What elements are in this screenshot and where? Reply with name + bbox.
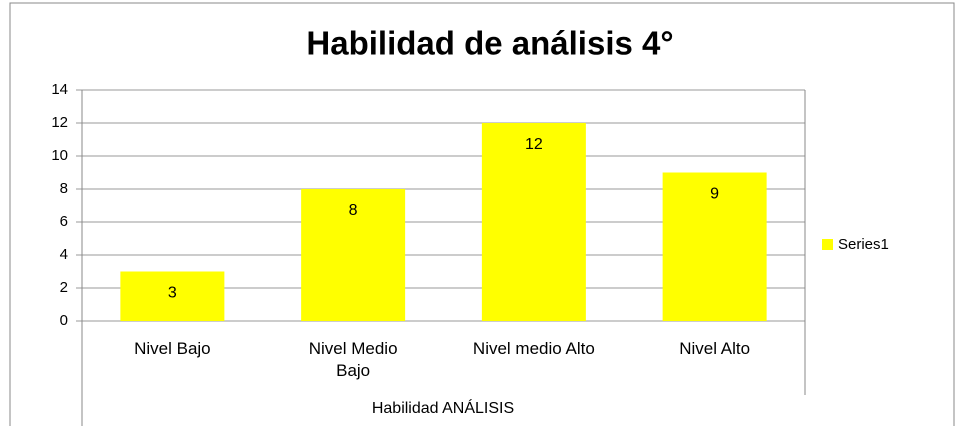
x-axis-title: Habilidad ANÁLISIS	[372, 398, 514, 417]
y-tick-label: 12	[51, 114, 68, 131]
x-tick-label: Nivel Bajo	[134, 339, 211, 358]
y-tick-label: 2	[60, 279, 68, 296]
data-label: 9	[710, 186, 719, 203]
x-tick-label: Nivel medio Alto	[472, 339, 595, 358]
y-tick-label: 8	[60, 180, 68, 197]
data-label: 12	[525, 136, 543, 153]
legend-swatch	[822, 239, 833, 250]
y-tick-label: 4	[60, 246, 68, 263]
y-tick-label: 6	[60, 213, 68, 230]
chart-title: Habilidad de análisis 4°	[306, 25, 673, 62]
bar	[481, 123, 586, 321]
data-label: 8	[349, 202, 358, 219]
y-tick-label: 14	[51, 81, 68, 98]
data-label: 3	[168, 285, 177, 302]
bar	[301, 189, 406, 321]
bar	[662, 172, 767, 321]
x-tick-label: Nivel Medio Bajo	[308, 339, 398, 380]
x-tick-label: Nivel Alto	[679, 339, 751, 358]
legend-label: Series1	[838, 236, 889, 253]
y-tick-label: 10	[51, 147, 68, 164]
y-tick-label: 0	[60, 312, 68, 329]
chart-border	[9, 2, 955, 426]
bar	[120, 271, 225, 321]
